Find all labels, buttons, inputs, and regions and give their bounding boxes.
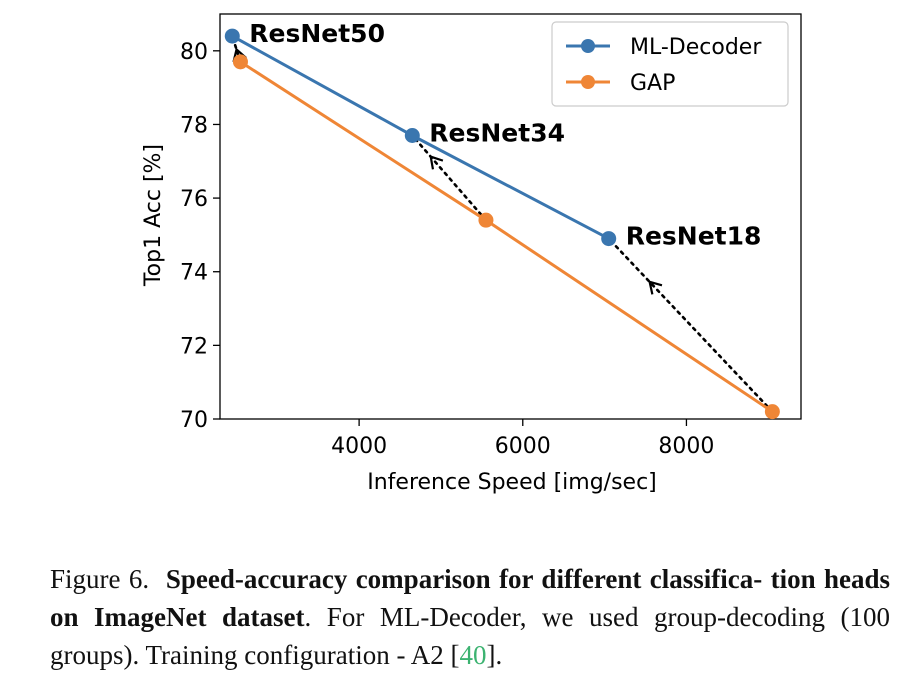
caption-text-1: . For ML-Decoder, we used [304, 602, 639, 632]
annotation-arrowhead-1 [429, 155, 444, 170]
legend-label-ml-decoder: ML-Decoder [630, 35, 762, 60]
data-point-ml-decoder-1 [404, 128, 420, 143]
x-axis-label: Inference Speed [img/sec] [367, 470, 657, 495]
data-point-gap-1 [478, 212, 494, 228]
y-tick-label-78: 78 [180, 113, 208, 138]
annotation-dotted-line-1 [411, 134, 488, 222]
data-point-ml-decoder-0 [224, 28, 240, 44]
annotation-dotted-line-2 [607, 237, 774, 413]
legend-marker-gap [581, 75, 595, 89]
plot-area [219, 13, 802, 420]
annotation-labels: ResNet50 ResNet34 ResNet18 [249, 19, 761, 251]
y-tick-label-72: 72 [180, 334, 208, 359]
annotation-label-resnet50: ResNet50 [249, 19, 385, 48]
figure-caption: Figure 6. Speed-accuracy comparison for … [50, 560, 890, 674]
y-tick-label-74: 74 [180, 261, 208, 286]
series-group [224, 28, 780, 420]
annotation-arrowhead-2 [648, 280, 663, 295]
data-point-gap-0 [232, 54, 248, 70]
y-axis: 70 72 74 76 78 80 [180, 40, 220, 433]
caption-reference-link[interactable]: 40 [459, 640, 487, 670]
legend-marker-ml-decoder [581, 39, 595, 53]
legend-label-gap: GAP [630, 71, 675, 96]
data-point-ml-decoder-2 [601, 231, 617, 247]
x-axis: 4000 6000 8000 [331, 419, 714, 459]
x-tick-label-4000: 4000 [331, 434, 387, 459]
data-point-gap-2 [764, 404, 780, 420]
y-axis-label: Top1 Acc [%] [141, 144, 166, 287]
x-tick-label-8000: 8000 [658, 434, 714, 459]
legend-box [551, 21, 789, 107]
caption-bold-title-1: Speed-accuracy comparison for different … [165, 564, 763, 594]
caption-text-end: ]. [486, 640, 503, 670]
annotation-label-resnet34: ResNet34 [429, 119, 565, 148]
annotation-label-resnet18: ResNet18 [626, 222, 762, 251]
caption-prefix: Figure 6. [50, 564, 150, 594]
x-tick-label-6000: 6000 [495, 434, 551, 459]
annotation-arrows [230, 34, 774, 413]
legend: ML-Decoder GAP [551, 21, 789, 107]
caption-text-2: group-decoding (100 groups). Training co… [50, 602, 890, 670]
caption-bold-title-2: tion heads on ImageNet dataset [50, 564, 891, 632]
y-tick-label-70: 70 [180, 408, 208, 433]
y-tick-label-76: 76 [180, 187, 208, 212]
y-tick-label-80: 80 [180, 40, 208, 65]
